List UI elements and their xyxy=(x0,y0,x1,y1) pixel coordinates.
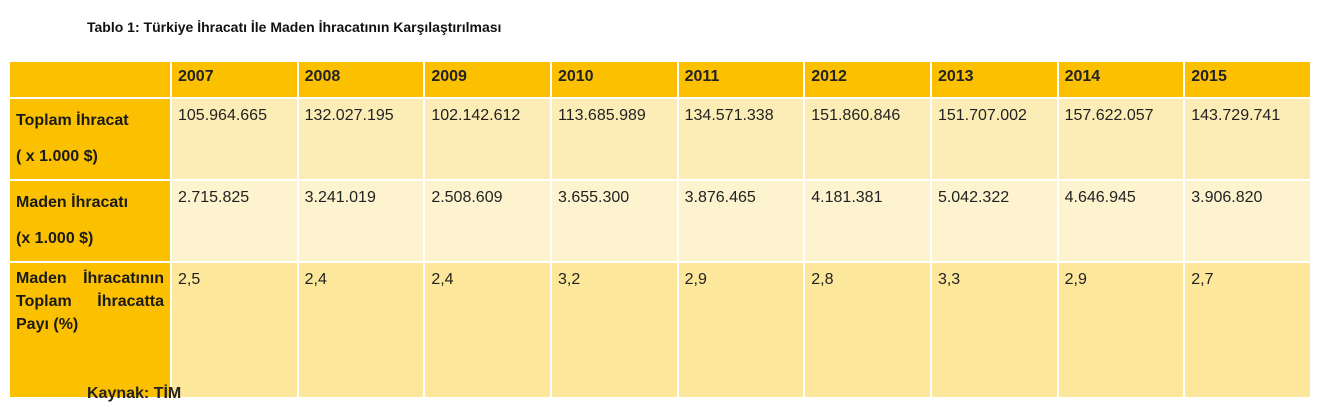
value-cell: 2,9 xyxy=(1056,261,1186,399)
value-cell: 105.964.665 xyxy=(170,97,299,181)
value-cell: 2,8 xyxy=(803,261,932,399)
value-cell: 4.181.381 xyxy=(803,179,932,263)
row-label-line: Maden İhracatının Toplam İhracatta Payı … xyxy=(16,270,164,333)
value-cell: 2.715.825 xyxy=(170,179,299,263)
row-label-line: (x 1.000 $) xyxy=(16,230,94,247)
value-cell: 3,3 xyxy=(929,261,1059,399)
data-table: 2007 2008 2009 2010 2011 2012 2013 2014 2015 Topl… xyxy=(8,60,1312,399)
value-cell: 3,2 xyxy=(549,261,679,399)
value-cell: 143.729.741 xyxy=(1183,97,1312,181)
value-cell: 3.241.019 xyxy=(296,179,426,263)
value-cell: 2,4 xyxy=(296,261,426,399)
year-header: 2007 xyxy=(170,60,299,99)
value-cell: 2.508.609 xyxy=(423,179,552,263)
value-cell: 2,9 xyxy=(676,261,806,399)
value-cell: 3.906.820 xyxy=(1183,179,1312,263)
data-row: Maden İhracatının Toplam İhracatta Payı … xyxy=(8,261,1312,399)
value-cell: 151.707.002 xyxy=(929,97,1059,181)
year-header: 2011 xyxy=(676,60,806,99)
header-row: 2007 2008 2009 2010 2011 2012 2013 2014 2015 xyxy=(8,60,1312,99)
row-label: Toplam İhracat ( x 1.000 $) xyxy=(8,97,172,181)
row-label: Maden İhracatı (x 1.000 $) xyxy=(8,179,172,263)
data-row: Maden İhracatı (x 1.000 $) 2.715.825 3.241.… xyxy=(8,179,1312,263)
year-header: 2009 xyxy=(423,60,552,99)
value-cell: 113.685.989 xyxy=(549,97,679,181)
value-cell: 4.646.945 xyxy=(1056,179,1186,263)
corner-cell xyxy=(8,60,172,99)
value-cell: 2,5 xyxy=(170,261,299,399)
row-label-line: Toplam İhracat xyxy=(16,112,129,129)
value-cell: 132.027.195 xyxy=(296,97,426,181)
data-row: Toplam İhracat ( x 1.000 $) 105.964.665 132… xyxy=(8,97,1312,181)
value-cell: 5.042.322 xyxy=(929,179,1059,263)
value-cell: 3.876.465 xyxy=(676,179,806,263)
row-label: Maden İhracatının Toplam İhracatta Payı … xyxy=(8,261,172,399)
value-cell: 3.655.300 xyxy=(549,179,679,263)
year-header: 2013 xyxy=(929,60,1059,99)
year-header: 2012 xyxy=(803,60,932,99)
source-note: Kaynak: TİM xyxy=(87,385,182,402)
year-header: 2015 xyxy=(1183,60,1312,99)
year-header: 2014 xyxy=(1056,60,1186,99)
value-cell: 151.860.846 xyxy=(803,97,932,181)
row-label-line: ( x 1.000 $) xyxy=(16,148,98,165)
row-label-line: Maden İhracatı xyxy=(16,194,129,211)
year-header: 2008 xyxy=(296,60,426,99)
value-cell: 2,7 xyxy=(1183,261,1312,399)
value-cell: 157.622.057 xyxy=(1056,97,1186,181)
value-cell: 102.142.612 xyxy=(423,97,552,181)
value-cell: 134.571.338 xyxy=(676,97,806,181)
year-header: 2010 xyxy=(549,60,679,99)
table-title: Tablo 1: Türkiye İhracatı İle Maden İhra… xyxy=(87,19,502,35)
value-cell: 2,4 xyxy=(423,261,552,399)
